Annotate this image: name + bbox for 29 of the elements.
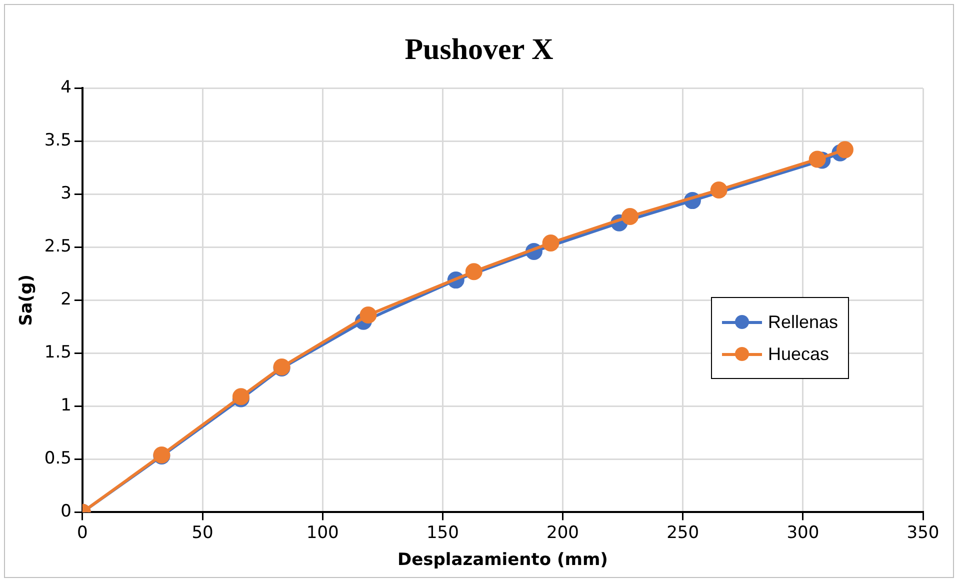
x-tick-label: 200 bbox=[546, 522, 579, 543]
x-tick-label: 250 bbox=[666, 522, 700, 543]
y-tick-label: 0 bbox=[60, 502, 72, 522]
point bbox=[542, 234, 560, 252]
y-tick-label: 2 bbox=[60, 290, 72, 310]
point bbox=[808, 150, 826, 168]
point bbox=[710, 181, 728, 198]
y-tick-label: 1.5 bbox=[44, 342, 72, 363]
legend-label: Rellenas bbox=[768, 312, 838, 332]
point bbox=[360, 306, 377, 324]
x-tick-label: 100 bbox=[306, 522, 339, 543]
x-tick-label: 350 bbox=[906, 522, 940, 543]
x-tick-label: 300 bbox=[786, 522, 820, 543]
point bbox=[622, 208, 639, 225]
x-tick-label: 150 bbox=[426, 522, 459, 543]
point bbox=[836, 141, 854, 158]
y-tick-label: 4 bbox=[60, 78, 72, 98]
y-tick-label: 3 bbox=[60, 184, 72, 204]
y-axis-title: Sa(g) bbox=[16, 274, 37, 326]
x-tick-label: 50 bbox=[192, 522, 214, 543]
y-tick-label: 3.5 bbox=[44, 130, 72, 151]
x-axis-title: Desplazamiento (mm) bbox=[397, 550, 608, 570]
chart-title: Pushover X bbox=[404, 33, 554, 67]
x-tick-label: 0 bbox=[77, 522, 88, 543]
legend-label: Huecas bbox=[768, 344, 830, 364]
y-tick-label: 2.5 bbox=[44, 236, 72, 257]
y-tick-label: 1 bbox=[60, 396, 72, 416]
point bbox=[465, 263, 482, 280]
y-tick-label: 0.5 bbox=[44, 448, 72, 469]
